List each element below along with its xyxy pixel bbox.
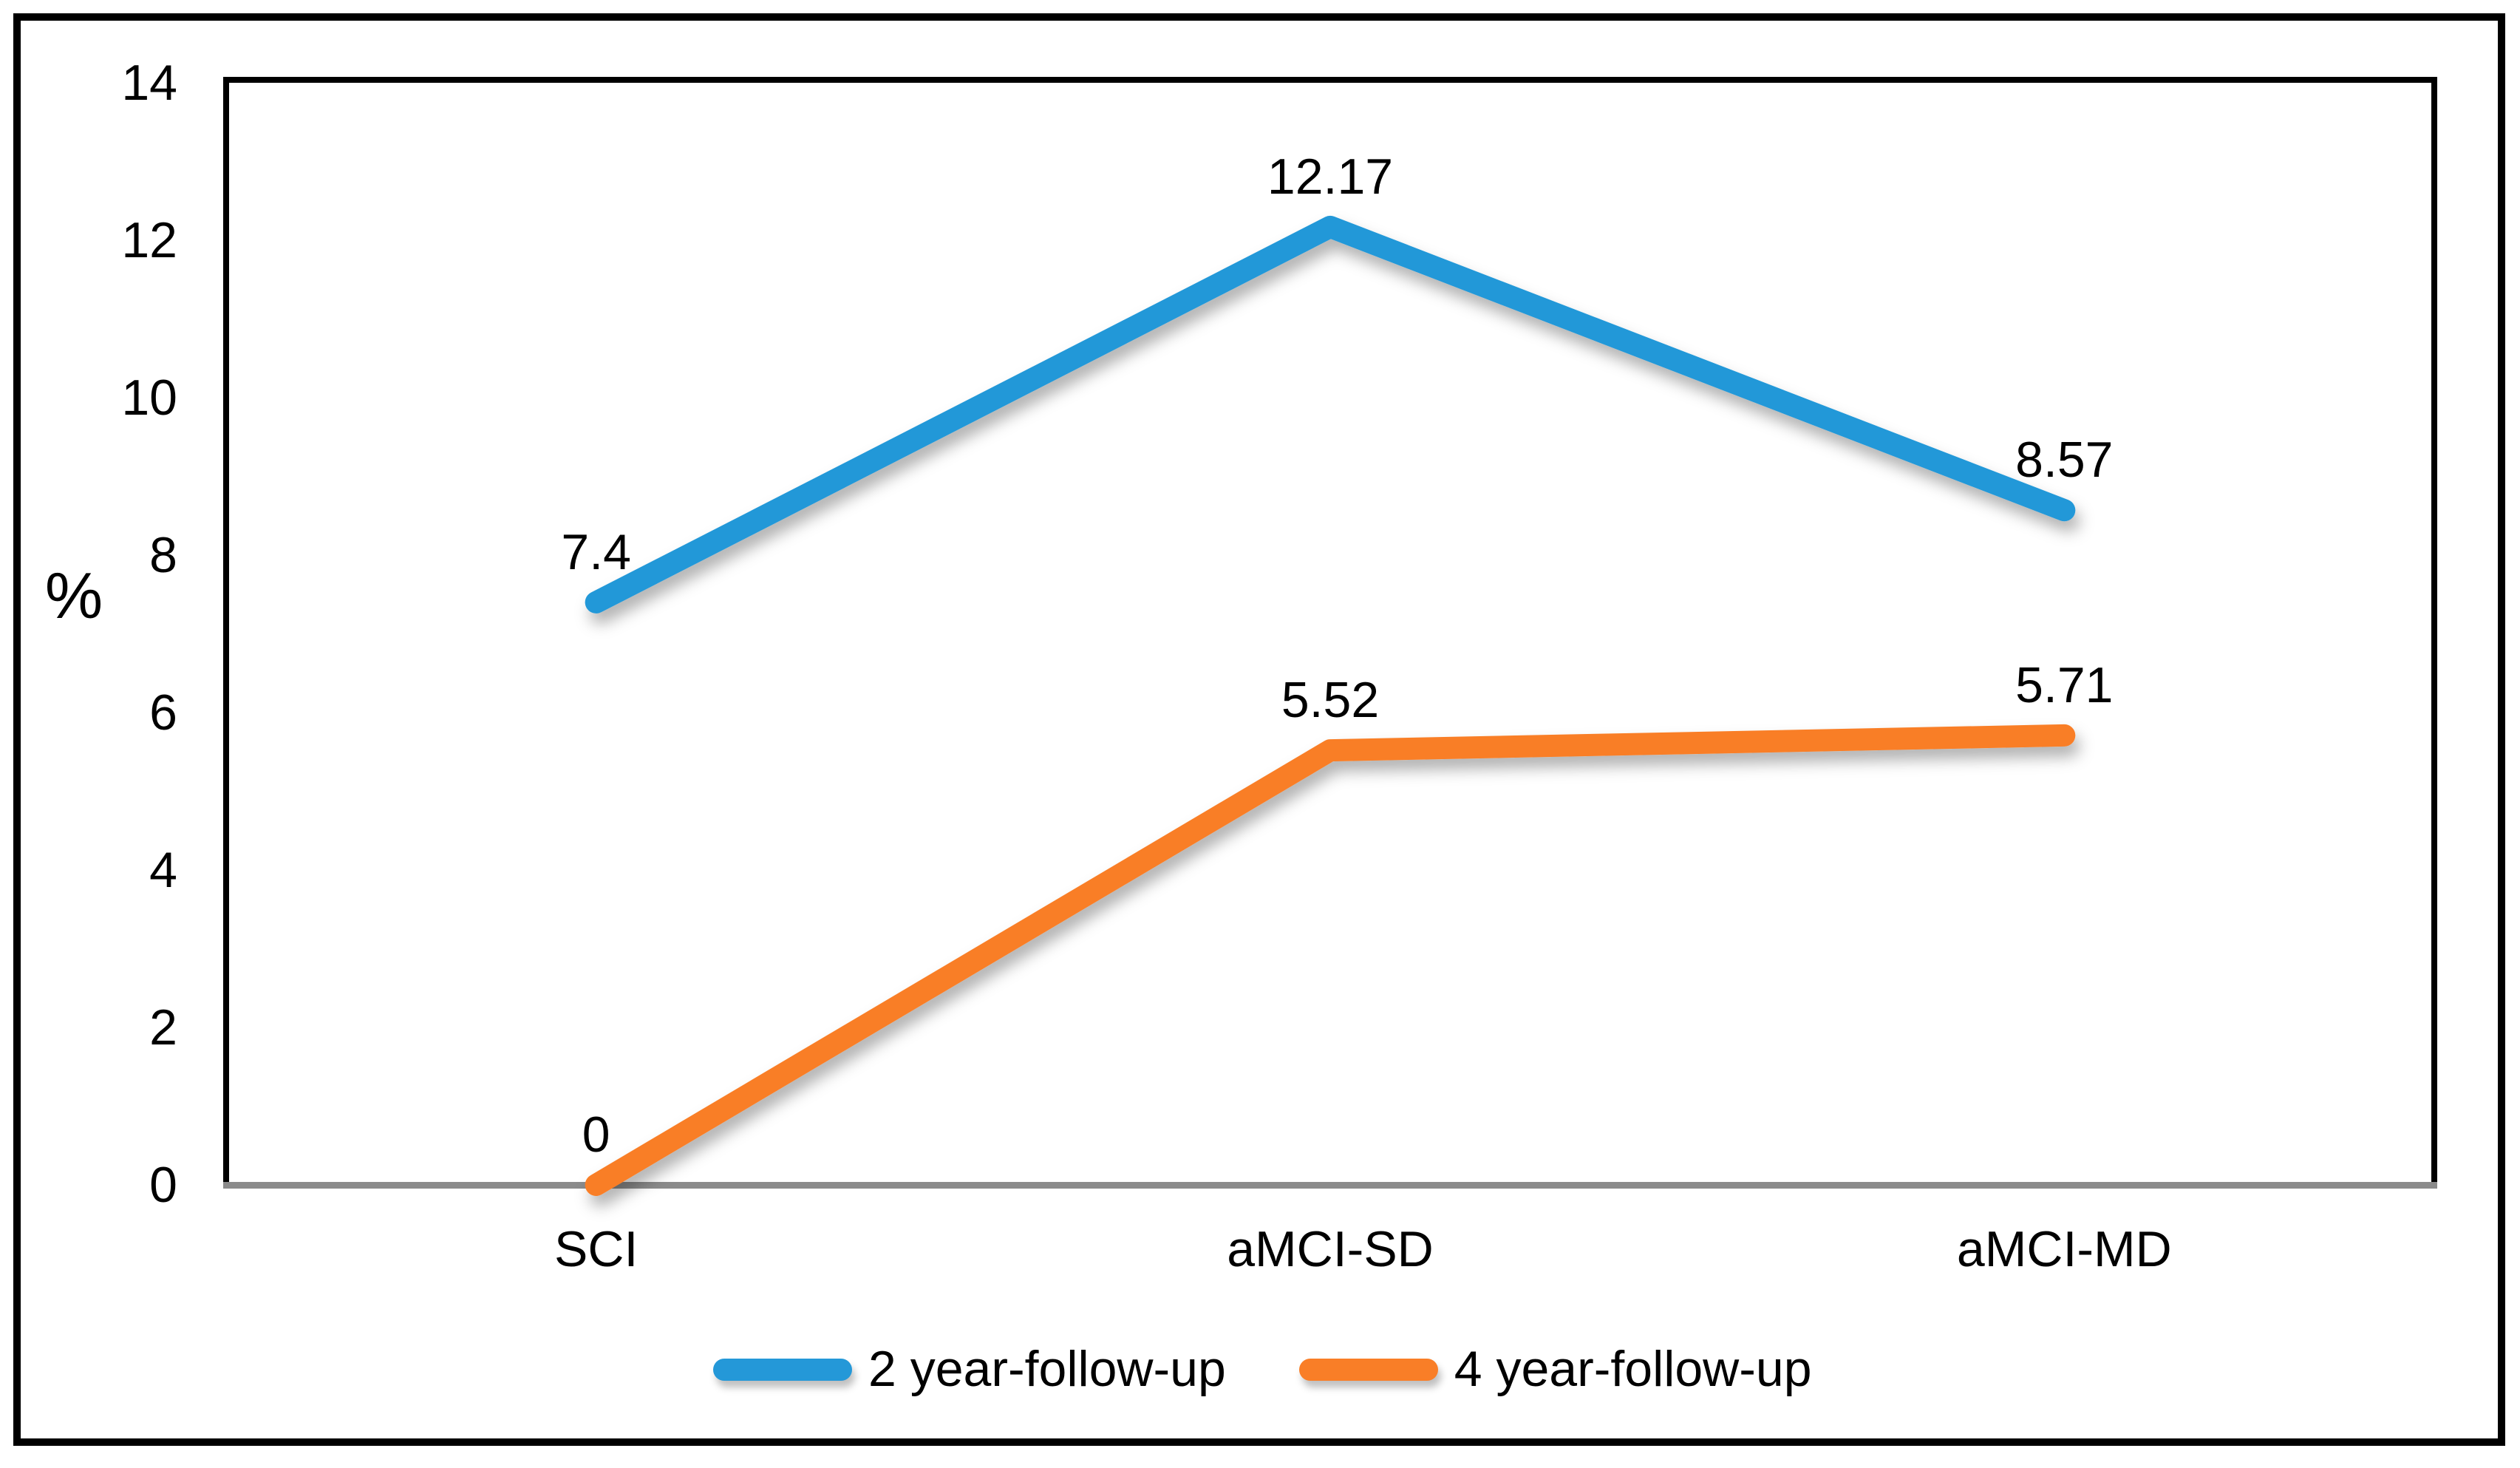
legend-item: 4 year-follow-up: [1298, 1334, 1812, 1404]
legend-label: 4 year-follow-up: [1454, 1341, 1812, 1397]
data-label: 7.4: [561, 523, 631, 580]
plot-area: [223, 77, 2437, 1188]
y-tick-label: 14: [121, 55, 177, 111]
x-category-label: SCI: [554, 1221, 638, 1277]
x-category-label: aMCI-SD: [1227, 1221, 1434, 1277]
y-tick-label: 8: [149, 527, 177, 583]
y-tick-label: 10: [121, 370, 177, 426]
data-label: 8.57: [2015, 432, 2114, 489]
legend-label: 2 year-follow-up: [868, 1341, 1226, 1397]
data-label: 5.52: [1281, 672, 1380, 729]
x-axis-line: [223, 1182, 2437, 1189]
legend-swatch: [1298, 1358, 1438, 1381]
legend: 2 year-follow-up 4 year-follow-up: [713, 1334, 1812, 1404]
y-axis-title: %: [44, 559, 103, 632]
x-category-label: aMCI-MD: [1956, 1221, 2172, 1277]
series-line-4-year-follow-up: [585, 724, 2076, 1196]
series-line-2-year-follow-up: [585, 215, 2076, 614]
data-label: 12.17: [1267, 148, 1394, 205]
data-label: 5.71: [2015, 656, 2114, 713]
y-tick-label: 0: [149, 1157, 177, 1213]
y-tick-label: 2: [149, 999, 177, 1056]
y-tick-label: 12: [121, 212, 177, 268]
y-tick-label: 4: [149, 842, 177, 898]
legend-item: 2 year-follow-up: [713, 1334, 1226, 1404]
y-tick-label: 6: [149, 684, 177, 741]
legend-swatch: [713, 1358, 852, 1381]
data-label: 0: [582, 1107, 610, 1163]
